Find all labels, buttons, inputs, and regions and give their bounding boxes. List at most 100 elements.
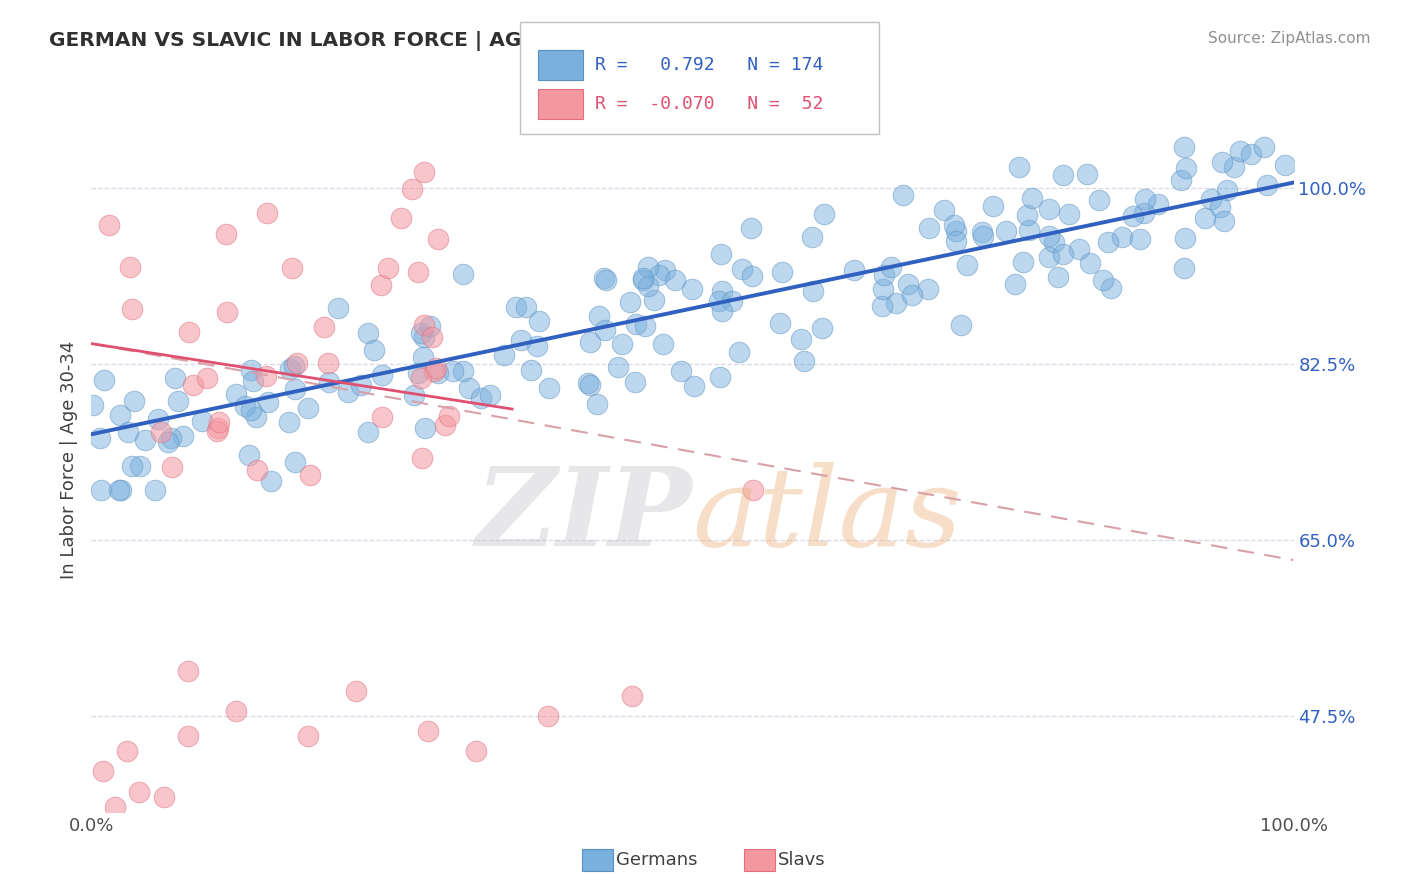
Point [880, 260, 903, 275]
Point [283, 359, 305, 374]
Point [108, 408, 131, 422]
Point [326, 301, 349, 316]
Point [1170, 172, 1192, 186]
Point [412, 350, 434, 364]
Point [593, 271, 616, 285]
Point [129, 458, 152, 473]
Point [793, 354, 815, 368]
Point [411, 451, 433, 466]
Text: ZIP: ZIP [475, 462, 692, 569]
Point [1133, 206, 1156, 220]
Point [412, 330, 434, 344]
Point [235, 399, 257, 413]
Point [515, 300, 537, 314]
Point [579, 334, 602, 349]
Point [434, 418, 457, 433]
Point [110, 483, 132, 497]
Point [576, 376, 599, 391]
Point [297, 401, 319, 415]
Point [284, 382, 307, 396]
Point [901, 287, 924, 301]
Point [437, 409, 460, 423]
Point [994, 224, 1017, 238]
Point [245, 410, 267, 425]
Point [538, 381, 561, 395]
Point [181, 378, 204, 392]
Point [357, 425, 380, 440]
Point [972, 228, 994, 243]
Point [740, 220, 762, 235]
Point [1211, 155, 1233, 169]
Point [246, 463, 269, 477]
Point [117, 744, 139, 758]
Point [631, 270, 654, 285]
Point [465, 744, 488, 758]
Point [811, 321, 834, 335]
Point [1099, 281, 1122, 295]
Point [873, 268, 896, 282]
Point [425, 361, 447, 376]
Point [146, 412, 169, 426]
Point [1135, 192, 1157, 206]
Point [162, 459, 184, 474]
Point [239, 403, 262, 417]
Point [1274, 158, 1296, 172]
Point [1087, 193, 1109, 207]
Point [413, 165, 436, 179]
Point [167, 394, 190, 409]
Point [710, 285, 733, 299]
Point [1052, 168, 1074, 182]
Point [1015, 208, 1038, 222]
Point [1018, 222, 1040, 236]
Point [709, 294, 731, 309]
Point [225, 704, 247, 718]
Point [634, 319, 657, 334]
Point [1038, 202, 1060, 216]
Point [769, 316, 792, 330]
Point [426, 232, 449, 246]
Point [470, 391, 492, 405]
Y-axis label: In Labor Force | Age 30-34: In Labor Force | Age 30-34 [59, 340, 77, 579]
Point [1173, 260, 1195, 275]
Point [585, 397, 607, 411]
Point [122, 394, 145, 409]
Point [336, 384, 359, 399]
Point [731, 261, 754, 276]
Point [159, 431, 181, 445]
Point [1122, 209, 1144, 223]
Point [451, 364, 474, 378]
Point [377, 260, 399, 275]
Point [1097, 235, 1119, 249]
Point [1052, 246, 1074, 260]
Point [93, 373, 115, 387]
Point [1042, 235, 1064, 249]
Point [509, 334, 531, 348]
Point [537, 709, 560, 723]
Point [972, 225, 994, 239]
Point [284, 455, 307, 469]
Point [93, 764, 115, 779]
Point [612, 336, 634, 351]
Point [176, 664, 198, 678]
Point [120, 260, 142, 274]
Point [801, 284, 824, 298]
Point [409, 326, 432, 340]
Point [945, 234, 967, 248]
Point [942, 218, 965, 232]
Point [527, 314, 550, 328]
Point [191, 414, 214, 428]
Point [363, 343, 385, 357]
Point [801, 230, 824, 244]
Point [505, 300, 527, 314]
Point [593, 323, 616, 337]
Point [350, 378, 373, 392]
Point [90, 483, 112, 497]
Point [741, 268, 763, 283]
Point [316, 356, 339, 370]
Point [441, 364, 464, 378]
Point [242, 375, 264, 389]
Point [520, 363, 543, 377]
Point [457, 381, 479, 395]
Point [278, 415, 301, 429]
Point [621, 689, 644, 703]
